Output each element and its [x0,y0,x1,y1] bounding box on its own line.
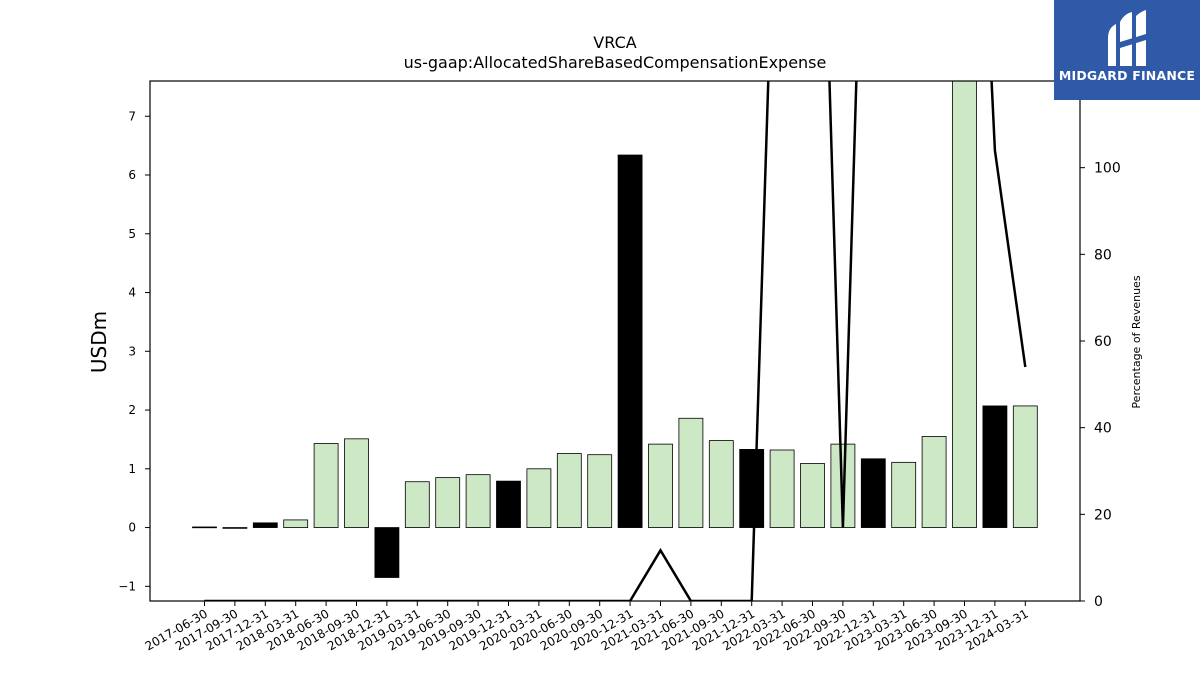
y-tick-label: 7 [128,109,136,123]
y2-tick-label: 20 [1094,507,1112,523]
bar-2019-12-31 [496,480,521,528]
y2-tick-label: 80 [1094,247,1112,263]
bar-2017-09-30 [222,527,248,529]
y-tick-label: 4 [128,286,136,300]
y2-tick-label: 40 [1094,421,1112,437]
y-tick-label: 5 [128,227,136,241]
bar-2024-03-31 [1012,405,1038,528]
chart-title: VRCA [593,33,636,52]
bar-2019-06-30 [435,477,461,528]
bar-2021-12-31 [739,449,765,528]
bar-2021-06-30 [678,417,704,528]
bar-2022-12-31 [860,458,886,528]
bar-2023-06-30 [921,436,947,528]
y-tick-label: 2 [128,403,136,417]
y-axis-label: USDm [87,311,111,373]
bar-2019-09-30 [465,474,491,528]
bar-2020-06-30 [556,453,582,528]
y-tick-label: −1 [118,579,136,593]
bar-2022-03-31 [769,449,795,528]
bar-2017-12-31 [252,522,278,528]
bar-2018-06-30 [313,443,339,528]
bar-2020-12-31 [617,154,643,528]
bar-2021-09-30 [708,440,734,528]
y2-tick-label: 100 [1094,161,1121,177]
bar-2018-09-30 [344,438,369,528]
bar-2023-12-31 [982,405,1008,528]
y2-axis-label: Percentage of Revenues [1130,275,1143,408]
y-tick-label: 6 [128,168,136,182]
bar-2018-03-31 [283,519,309,528]
bar-2022-06-30 [800,463,825,528]
bar-2023-09-30 [952,81,977,528]
y-tick-label: 1 [128,462,136,476]
chart-subtitle: us-gaap:AllocatedShareBasedCompensationE… [404,53,827,72]
bar-2020-03-31 [526,468,552,528]
bar-2020-09-30 [587,454,613,528]
y2-tick-label: 0 [1094,594,1103,610]
bar-2023-03-31 [891,461,917,528]
brand-name: MIDGARD FINANCE [1058,68,1196,83]
midgard-logo-icon [1108,10,1146,66]
bar-2019-03-31 [404,481,430,528]
bar-2018-12-31 [374,527,400,578]
bar-2017-06-30 [192,526,217,529]
bar-2021-03-31 [648,443,673,528]
y-tick-label: 0 [128,521,136,535]
y-tick-label: 3 [128,344,136,358]
y2-tick-label: 60 [1094,334,1112,350]
brand-logo: MIDGARD FINANCE [1054,0,1200,100]
